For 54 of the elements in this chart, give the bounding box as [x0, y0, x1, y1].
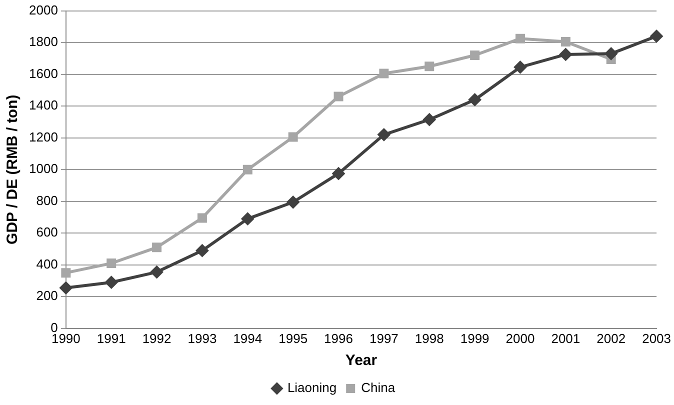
x-tick-label: 1998	[414, 330, 444, 346]
y-tick-label: 2000	[29, 2, 58, 18]
point	[196, 244, 209, 258]
point	[514, 60, 527, 74]
y-tick-label: 1200	[29, 129, 58, 144]
y-tick-label: 800	[36, 192, 58, 208]
x-tick-label: 2001	[551, 330, 580, 346]
point	[61, 268, 71, 278]
point	[650, 30, 664, 43]
y-tick-label: 200	[36, 288, 58, 304]
point	[559, 48, 572, 61]
x-tick-label: 2003	[642, 330, 671, 346]
point	[288, 132, 298, 142]
point	[106, 258, 116, 268]
point	[377, 128, 390, 142]
x-tick-label: 1995	[278, 330, 308, 346]
x-axis-title: Year	[345, 352, 378, 370]
point	[468, 93, 482, 106]
x-tick-label: 1992	[142, 330, 172, 346]
point	[104, 276, 118, 289]
point	[241, 212, 254, 226]
x-tick-label: 1994	[233, 330, 262, 346]
point	[379, 68, 389, 78]
x-tick-label: 1997	[369, 330, 398, 346]
point	[152, 242, 162, 252]
point	[286, 196, 300, 209]
point	[332, 167, 346, 180]
y-tick-label: 1000	[29, 161, 58, 176]
y-tick-label: 600	[36, 224, 58, 240]
x-tick-label: 1993	[188, 330, 217, 346]
point	[197, 213, 207, 223]
x-tick-label: 2002	[596, 330, 626, 346]
y-tick-label: 1800	[29, 34, 58, 50]
legend-label: Liaoning	[287, 380, 337, 396]
point	[334, 92, 344, 102]
y-tick-label: 1600	[29, 66, 58, 81]
point	[242, 164, 252, 174]
point	[59, 281, 72, 294]
x-tick-label: 2000	[506, 330, 535, 346]
x-tick-label: 1991	[96, 330, 126, 346]
y-tick-label: 0	[50, 320, 58, 335]
x-tick-label: 1999	[460, 330, 490, 346]
point	[422, 113, 436, 126]
point	[424, 62, 434, 72]
y-axis-title: GDP / DE (RMB / ton)	[4, 94, 22, 244]
point	[560, 37, 570, 47]
point	[470, 50, 480, 60]
y-tick-label: 1400	[29, 98, 58, 113]
x-tick-label: 1996	[324, 330, 353, 346]
y-tick-label: 400	[36, 256, 58, 272]
point	[516, 34, 525, 44]
legend-label: China	[361, 380, 396, 396]
point	[150, 266, 164, 279]
point	[604, 47, 618, 60]
